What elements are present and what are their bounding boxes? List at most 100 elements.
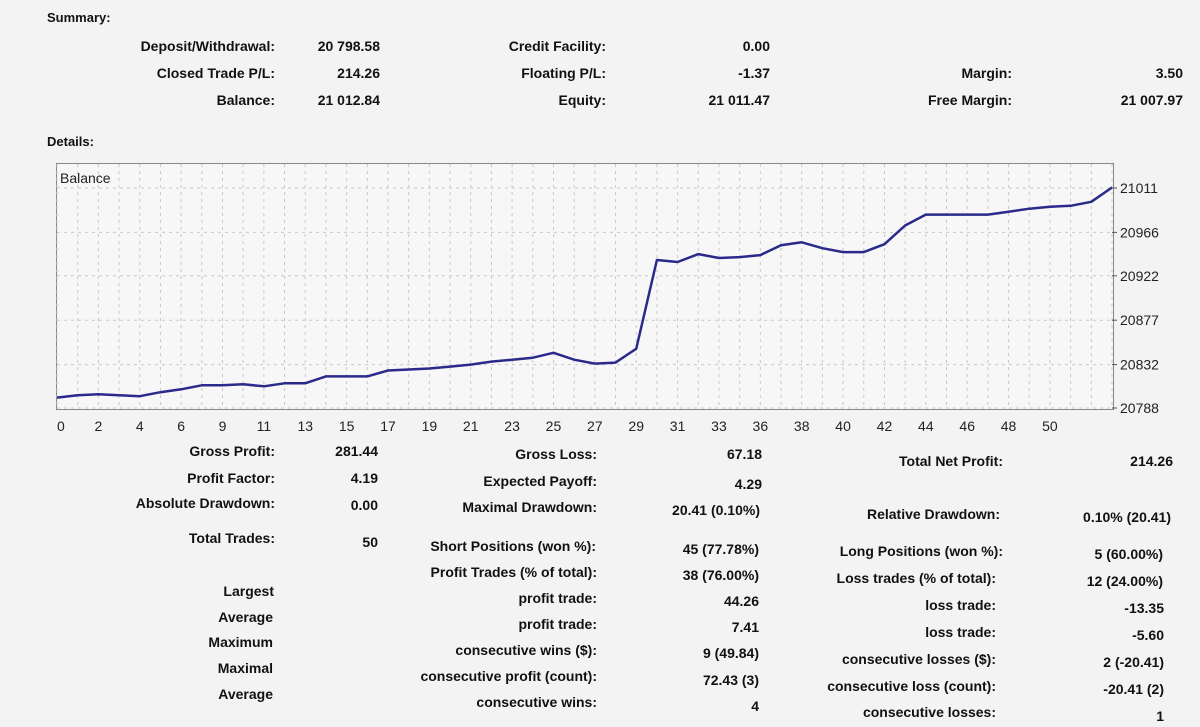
x-tick-label: 38	[794, 418, 810, 434]
x-tick-label: 15	[339, 418, 355, 434]
maximal-label: Maximal	[217, 660, 273, 676]
y-tick-label: 20922	[1120, 268, 1159, 284]
x-tick-label: 33	[711, 418, 727, 434]
y-tick-label: 21011	[1120, 180, 1158, 196]
x-tick-label: 23	[504, 418, 520, 434]
floating-pl-value: -1.37	[738, 65, 770, 81]
details-heading: Details:	[47, 134, 94, 149]
profit-factor-value: 4.19	[350, 470, 378, 486]
deposit-value: 20 798.58	[317, 38, 380, 54]
largest-profit-value: 44.26	[723, 593, 759, 609]
average-profit-label: profit trade:	[518, 616, 597, 632]
total-trades-label: Total Trades:	[188, 530, 275, 546]
x-tick-label: 29	[628, 418, 644, 434]
short-positions-label: Short Positions (won %):	[430, 538, 596, 554]
total-net-profit-value: 214.26	[1130, 453, 1173, 469]
gross-profit-value: 281.44	[335, 443, 378, 459]
total-net-profit-label: Total Net Profit:	[899, 453, 1003, 469]
abs-drawdown-label: Absolute Drawdown:	[135, 495, 275, 511]
profit-trades-label: Profit Trades (% of total):	[430, 564, 597, 580]
largest-profit-label: profit trade:	[518, 590, 597, 606]
x-tick-label: 42	[877, 418, 893, 434]
rel-drawdown-label: Relative Drawdown:	[866, 506, 1000, 522]
average2-label: Average	[218, 686, 273, 702]
loss-trades-label: Loss trades (% of total):	[836, 570, 996, 586]
loss-trades-value: 12 (24.00%)	[1086, 573, 1163, 589]
average-loss-value: -5.60	[1132, 627, 1164, 643]
x-tick-label: 11	[257, 418, 272, 434]
x-tick-label: 13	[297, 418, 313, 434]
equity-label: Equity:	[558, 92, 606, 108]
y-tick-label: 20832	[1120, 357, 1159, 373]
x-tick-label: 44	[918, 418, 934, 434]
average-loss-label: loss trade:	[925, 624, 996, 640]
x-tick-label: 21	[463, 418, 479, 434]
profit-trades-value: 38 (76.00%)	[682, 567, 759, 583]
expected-payoff-label: Expected Payoff:	[483, 473, 597, 489]
credit-label: Credit Facility:	[508, 38, 606, 54]
long-positions-label: Long Positions (won %):	[839, 543, 1003, 559]
rel-drawdown-value: 0.10% (20.41)	[1083, 509, 1171, 525]
deposit-label: Deposit/Withdrawal:	[140, 38, 275, 54]
x-tick-label: 19	[422, 418, 438, 434]
summary-heading: Summary:	[47, 10, 111, 25]
largest-loss-value: -13.35	[1124, 600, 1164, 616]
equity-value: 21 011.47	[708, 92, 770, 108]
balance-chart: Balance 0 2 4 6 9 11 13 15 17 19 21 23 25 27 29 31 33 36 3…	[56, 164, 1159, 434]
y-tick-label: 20966	[1120, 224, 1159, 240]
max-drawdown-label: Maximal Drawdown:	[462, 499, 597, 515]
largest-label: Largest	[223, 583, 274, 599]
max-drawdown-value: 20.41 (0.10%)	[672, 502, 760, 518]
x-tick-label: 4	[136, 418, 144, 434]
max-consecutive-losses-value: 2 (-20.41)	[1103, 654, 1164, 670]
x-tick-label: 50	[1042, 418, 1058, 434]
abs-drawdown-value: 0.00	[350, 497, 378, 513]
maximal-consecutive-loss-label: consecutive loss (count):	[827, 678, 996, 694]
gross-loss-value: 67.18	[726, 446, 762, 462]
margin-label: Margin:	[961, 65, 1012, 81]
x-tick-label: 25	[546, 418, 562, 434]
chart-grid	[56, 164, 1113, 409]
average-label: Average	[218, 609, 273, 625]
x-axis-ticks: 0 2 4 6 9 11 13 15 17 19 21 23 25 27 29 31 33 36 38 40 42 44 4…	[57, 418, 1058, 434]
short-positions-value: 45 (77.78%)	[682, 541, 759, 557]
average-profit-value: 7.41	[731, 619, 759, 635]
balance-chart-frame	[56, 163, 1114, 410]
max-consecutive-wins-value: 9 (49.84)	[702, 645, 759, 661]
y-tick-label: 20877	[1120, 312, 1159, 328]
avg-consecutive-wins-label: consecutive wins:	[476, 694, 597, 710]
y-tick-label: 20788	[1120, 400, 1159, 416]
balance-series-line	[56, 186, 1113, 399]
maximal-consecutive-profit-value: 72.43 (3)	[702, 672, 759, 688]
expected-payoff-value: 4.29	[734, 476, 762, 492]
x-tick-label: 48	[1001, 418, 1017, 434]
closed-pl-value: 214.26	[337, 65, 380, 81]
maximal-consecutive-loss-value: -20.41 (2)	[1103, 681, 1164, 697]
avg-consecutive-wins-value: 4	[751, 698, 759, 714]
avg-consecutive-losses-value: 1	[1156, 708, 1164, 724]
long-positions-value: 5 (60.00%)	[1094, 546, 1163, 562]
free-margin-label: Free Margin:	[927, 92, 1012, 108]
maximal-consecutive-profit-label: consecutive profit (count):	[420, 668, 597, 684]
x-tick-label: 9	[219, 418, 227, 434]
x-tick-label: 17	[380, 418, 396, 434]
margin-value: 3.50	[1155, 65, 1183, 81]
floating-pl-label: Floating P/L:	[521, 65, 606, 81]
x-tick-label: 46	[959, 418, 975, 434]
avg-consecutive-losses-label: consecutive losses:	[862, 704, 996, 720]
x-tick-label: 2	[94, 418, 102, 434]
max-consecutive-wins-label: consecutive wins ($):	[455, 642, 597, 658]
x-tick-label: 36	[753, 418, 769, 434]
largest-loss-label: loss trade:	[925, 597, 996, 613]
x-tick-label: 6	[177, 418, 185, 434]
chart-marks	[56, 186, 1113, 399]
chart-title: Balance	[60, 170, 111, 186]
total-trades-value: 50	[362, 534, 378, 550]
max-consecutive-losses-label: consecutive losses ($):	[841, 651, 996, 667]
maximum-label: Maximum	[208, 634, 273, 650]
x-tick-label: 31	[670, 418, 686, 434]
balance-label: Balance:	[216, 92, 275, 108]
gross-loss-label: Gross Loss:	[515, 446, 597, 462]
x-tick-label: 27	[587, 418, 603, 434]
x-tick-label: 40	[835, 418, 851, 434]
